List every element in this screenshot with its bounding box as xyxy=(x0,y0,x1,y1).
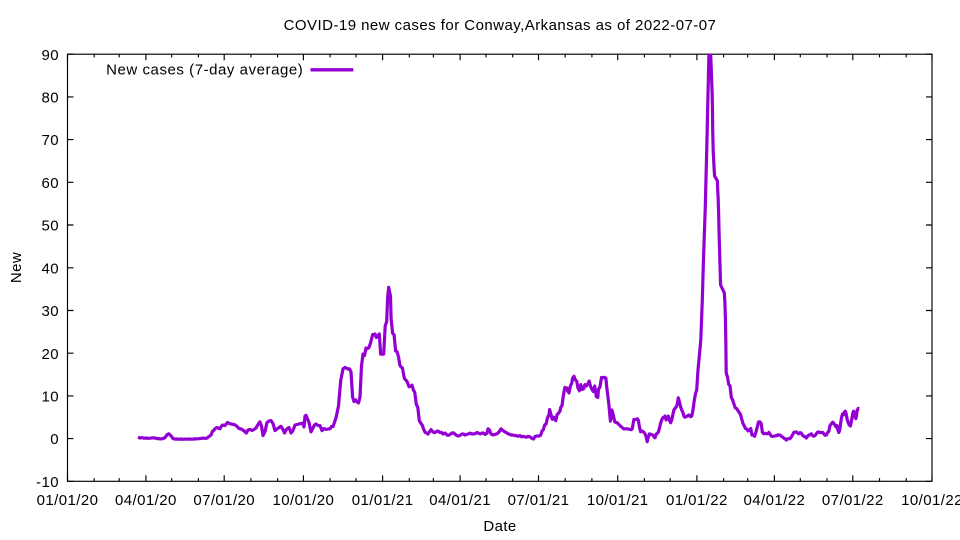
svg-text:40: 40 xyxy=(41,260,59,277)
svg-text:04/01/20: 04/01/20 xyxy=(115,492,177,509)
svg-text:Date: Date xyxy=(483,518,516,535)
svg-text:04/01/21: 04/01/21 xyxy=(429,492,491,509)
svg-text:50: 50 xyxy=(41,218,59,235)
svg-text:0: 0 xyxy=(50,431,59,448)
svg-text:90: 90 xyxy=(41,47,59,64)
svg-text:80: 80 xyxy=(41,90,59,107)
svg-text:01/01/21: 01/01/21 xyxy=(352,492,414,509)
svg-text:30: 30 xyxy=(41,303,59,320)
svg-text:01/01/22: 01/01/22 xyxy=(666,492,728,509)
svg-text:07/01/20: 07/01/20 xyxy=(193,492,255,509)
svg-text:20: 20 xyxy=(41,346,59,363)
svg-text:60: 60 xyxy=(41,175,59,192)
svg-text:07/01/21: 07/01/21 xyxy=(508,492,570,509)
svg-text:04/01/22: 04/01/22 xyxy=(744,492,806,509)
svg-text:07/01/22: 07/01/22 xyxy=(822,492,884,509)
svg-text:COVID-19 new cases for Conway,: COVID-19 new cases for Conway,Arkansas a… xyxy=(284,17,717,34)
svg-text:10: 10 xyxy=(41,389,59,406)
svg-text:10/01/22: 10/01/22 xyxy=(901,492,960,509)
svg-text:-10: -10 xyxy=(36,474,59,491)
svg-text:01/01/20: 01/01/20 xyxy=(37,492,99,509)
svg-text:New cases (7-day average): New cases (7-day average) xyxy=(106,62,303,79)
svg-text:10/01/21: 10/01/21 xyxy=(587,492,649,509)
svg-text:New: New xyxy=(8,252,25,283)
svg-text:70: 70 xyxy=(41,132,59,149)
svg-text:10/01/20: 10/01/20 xyxy=(273,492,335,509)
